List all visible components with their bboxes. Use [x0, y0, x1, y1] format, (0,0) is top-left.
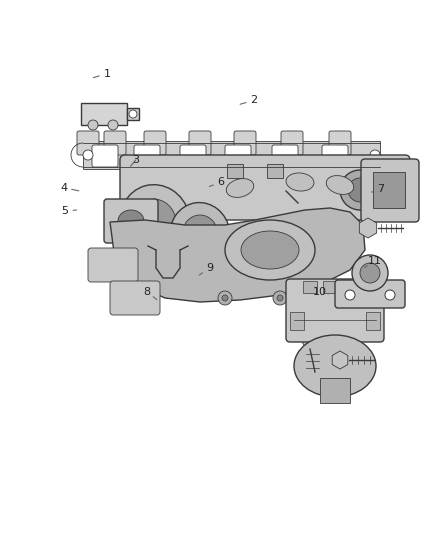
Ellipse shape [182, 215, 218, 255]
Text: 3: 3 [132, 155, 139, 165]
Circle shape [274, 179, 290, 195]
Polygon shape [332, 351, 348, 369]
FancyBboxPatch shape [110, 281, 160, 315]
Ellipse shape [286, 173, 314, 191]
FancyBboxPatch shape [322, 145, 348, 167]
Ellipse shape [118, 210, 144, 232]
Circle shape [278, 183, 286, 191]
FancyBboxPatch shape [88, 248, 138, 282]
Text: 11: 11 [367, 256, 381, 266]
Circle shape [345, 290, 355, 300]
Ellipse shape [226, 179, 254, 197]
Polygon shape [359, 218, 377, 238]
Bar [83, 141, 380, 169]
FancyBboxPatch shape [144, 131, 166, 155]
Circle shape [340, 170, 380, 210]
Text: 10: 10 [313, 287, 327, 297]
Circle shape [348, 178, 372, 202]
FancyBboxPatch shape [281, 131, 303, 155]
Polygon shape [301, 332, 319, 348]
Bar [343, 281, 357, 293]
Ellipse shape [134, 199, 176, 245]
Circle shape [277, 295, 283, 301]
FancyBboxPatch shape [189, 131, 211, 155]
FancyBboxPatch shape [180, 145, 206, 167]
Text: 5: 5 [61, 206, 68, 216]
Ellipse shape [120, 184, 190, 260]
Bar [373, 172, 405, 208]
Circle shape [292, 197, 304, 209]
Ellipse shape [225, 220, 315, 280]
Text: 6: 6 [218, 177, 225, 187]
FancyBboxPatch shape [361, 159, 419, 222]
Circle shape [273, 291, 287, 305]
Circle shape [108, 120, 118, 130]
Text: 4: 4 [60, 183, 67, 192]
Bar [303, 281, 317, 293]
FancyBboxPatch shape [272, 145, 298, 167]
Bar [127, 108, 139, 120]
Bar [323, 281, 337, 293]
Bar [366, 312, 380, 330]
Ellipse shape [326, 175, 354, 195]
Bar [227, 164, 243, 178]
Ellipse shape [241, 231, 299, 269]
Bar [363, 281, 377, 293]
FancyBboxPatch shape [329, 131, 351, 155]
FancyBboxPatch shape [286, 279, 384, 342]
Circle shape [129, 110, 137, 118]
FancyBboxPatch shape [225, 145, 251, 167]
Text: 2: 2 [251, 95, 258, 105]
FancyBboxPatch shape [335, 280, 405, 308]
Circle shape [360, 263, 380, 283]
FancyBboxPatch shape [120, 155, 410, 220]
FancyBboxPatch shape [92, 145, 118, 167]
Text: 9: 9 [206, 263, 213, 273]
Circle shape [218, 291, 232, 305]
Circle shape [88, 120, 98, 130]
Circle shape [352, 255, 388, 291]
Text: 1: 1 [104, 69, 111, 78]
Ellipse shape [170, 203, 230, 268]
Circle shape [370, 150, 380, 160]
Ellipse shape [294, 335, 376, 397]
Bar [81, 103, 127, 125]
Polygon shape [110, 208, 365, 302]
Circle shape [222, 295, 228, 301]
Circle shape [83, 150, 93, 160]
FancyBboxPatch shape [77, 131, 99, 155]
Circle shape [385, 290, 395, 300]
Text: 8: 8 [143, 287, 150, 296]
Bar [320, 378, 350, 403]
FancyBboxPatch shape [234, 131, 256, 155]
Text: 7: 7 [378, 184, 385, 194]
FancyBboxPatch shape [104, 199, 158, 243]
Bar [267, 164, 283, 178]
FancyBboxPatch shape [104, 131, 126, 155]
Bar [290, 312, 304, 330]
Circle shape [163, 219, 187, 243]
FancyBboxPatch shape [134, 145, 160, 167]
